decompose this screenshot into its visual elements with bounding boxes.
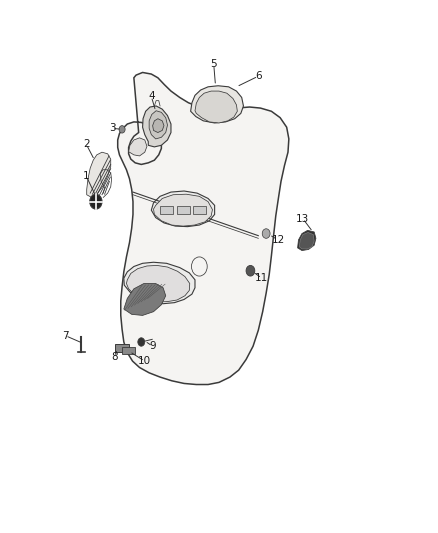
Text: 8: 8 — [111, 352, 117, 362]
Circle shape — [119, 126, 125, 133]
Circle shape — [246, 265, 255, 276]
Polygon shape — [191, 86, 244, 123]
Polygon shape — [297, 230, 316, 251]
Polygon shape — [124, 262, 195, 304]
Text: 11: 11 — [255, 273, 268, 283]
Polygon shape — [87, 152, 111, 197]
Text: 2: 2 — [83, 139, 90, 149]
Circle shape — [138, 338, 145, 346]
Text: 13: 13 — [296, 214, 310, 224]
Bar — [122, 348, 135, 354]
Text: 4: 4 — [148, 91, 155, 101]
Polygon shape — [149, 111, 167, 139]
Text: 10: 10 — [138, 356, 152, 366]
Polygon shape — [127, 265, 190, 302]
Text: 6: 6 — [255, 71, 261, 81]
Text: 9: 9 — [149, 341, 156, 351]
Bar — [160, 206, 173, 214]
Circle shape — [262, 229, 270, 238]
Text: 7: 7 — [62, 330, 69, 341]
Text: 1: 1 — [83, 171, 90, 181]
Bar — [115, 344, 129, 352]
Polygon shape — [152, 119, 164, 133]
Bar — [177, 206, 190, 214]
Polygon shape — [299, 232, 314, 249]
Polygon shape — [124, 284, 166, 316]
Polygon shape — [118, 72, 289, 384]
Circle shape — [90, 194, 102, 209]
Text: 12: 12 — [271, 235, 285, 245]
Polygon shape — [129, 138, 147, 156]
Polygon shape — [151, 191, 215, 227]
Text: 3: 3 — [109, 123, 115, 133]
Text: 5: 5 — [210, 60, 217, 69]
Polygon shape — [153, 194, 212, 226]
Polygon shape — [143, 106, 171, 147]
Bar — [193, 206, 206, 214]
Polygon shape — [195, 91, 237, 123]
